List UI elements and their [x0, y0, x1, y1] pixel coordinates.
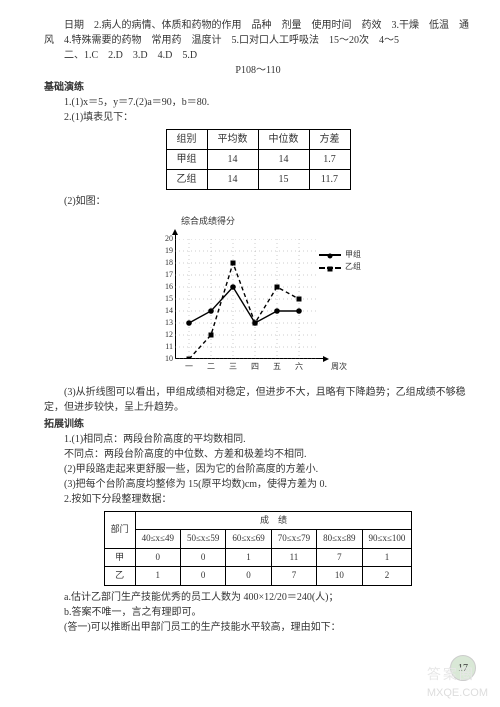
th: 平均数 — [207, 130, 258, 150]
expand-pb2: (答一)可以推断出甲部门员工的生产技能水平较高，理由如下： — [64, 620, 472, 635]
stat-table: 组别 平均数 中位数 方差 甲组 14 14 1.7 乙组 14 15 11.7 — [166, 129, 351, 190]
expand-p1b: 不同点：两段台阶高度的中位数、方差和极差均不相同. — [64, 447, 472, 462]
expand-pb: b.答案不唯一，言之有理即可。 — [64, 605, 472, 620]
scores-table: 部门 成 绩 40≤x≤49 50≤x≤59 60≤x≤69 70≤x≤79 8… — [104, 511, 413, 586]
table-row: 部门 成 绩 — [104, 511, 412, 530]
table-row: 乙组 14 15 11.7 — [166, 170, 350, 190]
table-row: 40≤x≤49 50≤x≤59 60≤x≤69 70≤x≤79 80≤x≤89 … — [104, 530, 412, 549]
basis-p2: 2.(1)填表见下： — [64, 110, 472, 125]
table-row: 甲 0 0 1 11 7 1 — [104, 548, 412, 567]
page-range: P108～110 — [44, 63, 472, 78]
top-line2: 二、1.C 2.D 3.D 4.D 5.D — [64, 48, 472, 63]
table-row: 组别 平均数 中位数 方差 — [166, 130, 350, 150]
section-basis: 基础演练 — [44, 80, 472, 95]
x-axis-label: 周次 — [331, 361, 347, 373]
basis-p3: (2)如图： — [64, 194, 472, 209]
expand-p2: (2)甲段路走起来更舒服一些，因为它的台阶高度的方差小. — [64, 462, 472, 477]
table-row: 甲组 14 14 1.7 — [166, 150, 350, 170]
th: 中位数 — [258, 130, 309, 150]
table-row: 乙 1 0 0 7 10 2 — [104, 567, 412, 586]
section-expand: 拓展训练 — [44, 417, 472, 432]
top-line1: 日期 2.病人的病情、体质和药物的作用 品种 剂量 使用时间 药效 3.干燥 低… — [44, 18, 472, 48]
th-score: 成 绩 — [135, 511, 412, 530]
expand-p1a: 1.(1)相同点：两段台阶高度的平均数相同. — [64, 432, 472, 447]
th: 组别 — [166, 130, 207, 150]
th-dept: 部门 — [104, 511, 135, 548]
expand-p4: 2.按如下分段整理数据： — [64, 492, 472, 507]
th: 方差 — [309, 130, 350, 150]
legend-label: 乙组 — [345, 261, 361, 274]
chart-title: 综合成绩得分 — [153, 215, 363, 229]
page-number: 17 — [450, 655, 476, 681]
basis-p4: (3)从折线图可以看出，甲组成绩相对稳定，但进步不大，且略有下降趋势；乙组成绩不… — [44, 385, 472, 415]
legend-label: 甲组 — [345, 249, 361, 262]
chart-legend: 甲组 乙组 — [319, 249, 361, 275]
expand-pa: a.估计乙部门生产技能优秀的员工人数为 400×12/20＝240(人)； — [64, 590, 472, 605]
line-chart: 综合成绩得分 周次 1011121314151617181920一二三四五六 甲… — [153, 215, 363, 381]
basis-p1: 1.(1)x＝5，y＝7.(2)a＝90，b＝80. — [64, 95, 472, 110]
expand-p3: (3)把每个台阶高度均整修为 15(原平均数)cm，使得方差为 0. — [64, 477, 472, 492]
